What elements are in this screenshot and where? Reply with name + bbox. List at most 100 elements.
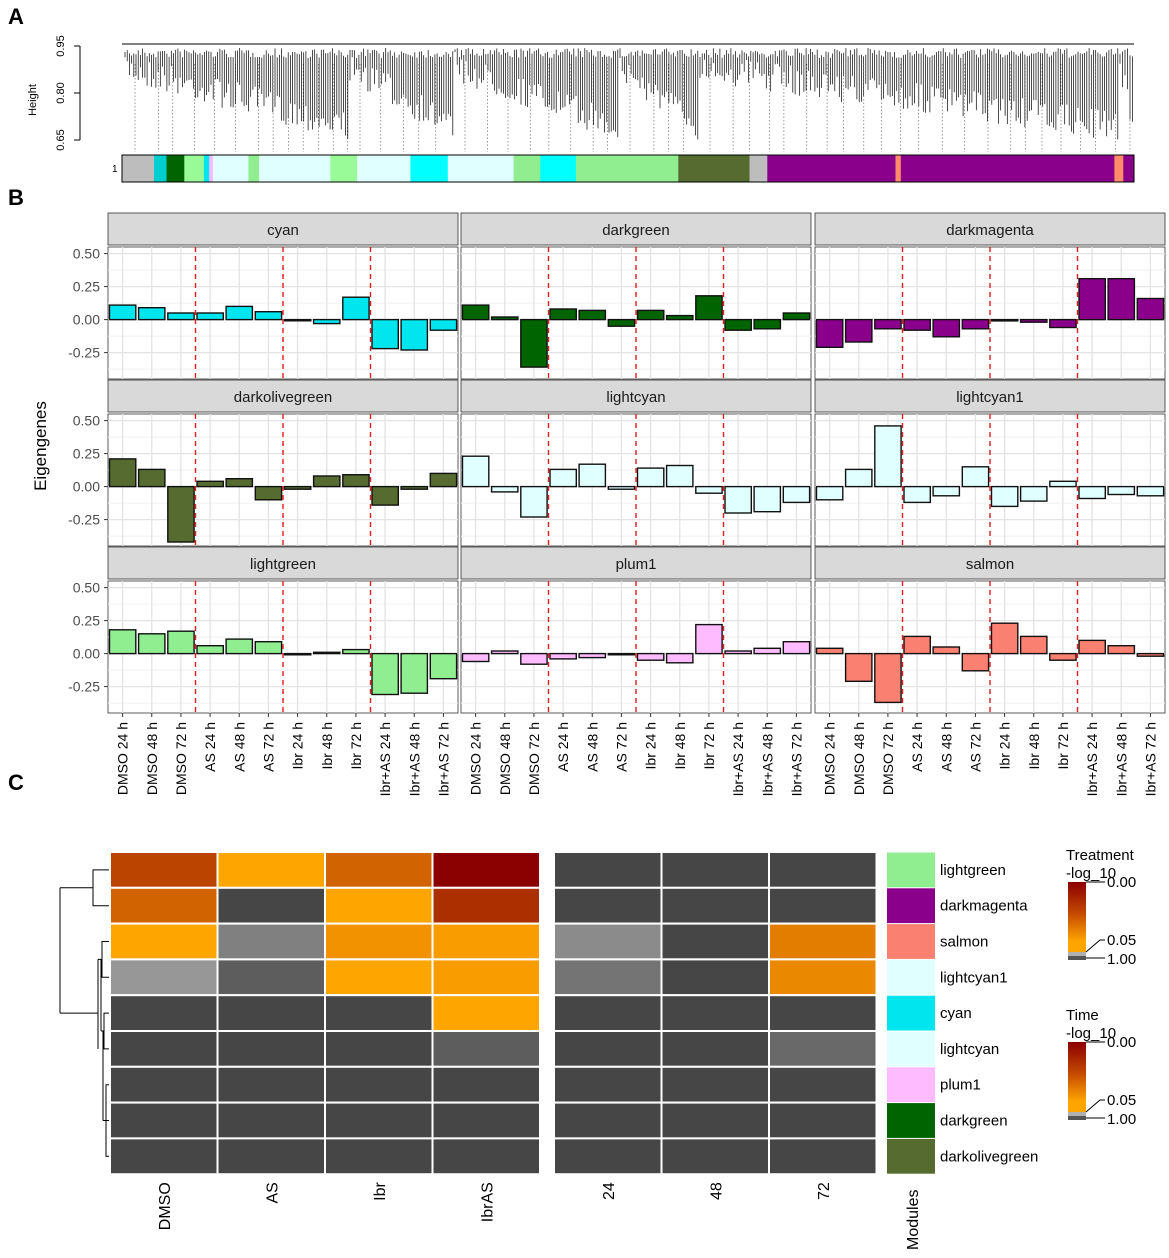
facet-strip — [107, 212, 459, 246]
dendrogram-tree — [122, 43, 1134, 152]
heatmap-cell-treatment — [324, 886, 434, 925]
x-tick-label: AS 72 h — [613, 722, 629, 772]
bar-darkolivegreen — [400, 485, 429, 490]
dendrogram-branches — [349, 48, 454, 136]
module-strip-segment — [513, 155, 541, 182]
bar-lightgreen — [108, 629, 137, 655]
heatmap-cell-treatment — [431, 922, 541, 961]
facet-salmon: salmon — [814, 546, 1166, 714]
x-tick-label: Ibr+AS 72 h — [1142, 722, 1158, 796]
bar-plum1 — [753, 647, 782, 655]
bar-lightcyan1 — [932, 485, 961, 497]
y-tick-label: 0.50 — [73, 413, 100, 429]
heatmap-cell-time — [660, 922, 770, 961]
bar-darkmagenta — [961, 318, 990, 330]
legend-tick — [1085, 939, 1105, 953]
module-swatch-label: lightcyan1 — [940, 969, 1008, 986]
bar-lightcyan — [578, 463, 607, 488]
heatmap-cell-time — [660, 1101, 770, 1140]
dendrogram-branches — [1119, 48, 1133, 122]
facet-darkgreen: darkgreen — [460, 212, 812, 380]
bar-salmon — [961, 652, 990, 672]
eigengene-x-axis-labels: DMSO 24 h DMSO 48 h DMSO 72 h AS 24 h AS 48 … — [115, 713, 1158, 796]
facet-title: plum1 — [616, 556, 657, 573]
heatmap-cell-time — [660, 851, 770, 889]
bar-plum1 — [578, 652, 607, 659]
bar-plum1 — [549, 652, 577, 660]
heatmap-cell-time — [553, 1137, 663, 1176]
facet-cyan: cyan -0.25 0.00 0.25 0.50 — [68, 212, 459, 380]
bar-darkolivegreen — [196, 480, 224, 488]
heatmap-cell-treatment — [109, 922, 219, 961]
dendrogram-branches — [619, 48, 699, 140]
x-tick-label: AS 24 h — [202, 722, 218, 772]
bar-darkolivegreen — [283, 485, 312, 490]
bar-darkolivegreen — [225, 478, 254, 488]
heatmap-cell-time — [553, 1065, 663, 1104]
legend-grey-light — [1068, 952, 1086, 956]
bar-lightcyan — [636, 467, 665, 488]
bar-darkmagenta — [815, 318, 844, 349]
heatmap-column-labels: DMSO AS Ibr IbrAS 24 48 72 — [157, 1182, 833, 1231]
module-strip-segment — [203, 155, 210, 182]
heatmap-cell-treatment — [324, 922, 434, 961]
bar-salmon — [874, 652, 902, 704]
heatmap-cell-time — [768, 922, 878, 961]
module-strip-segment — [540, 155, 577, 182]
module-strip-segment — [184, 155, 205, 182]
heatmap-cell-treatment — [431, 994, 541, 1033]
heatmap-cell-time — [768, 886, 878, 925]
legend-tick-label: 1.00 — [1107, 1111, 1136, 1128]
heatmap-row-dendrogram — [59, 869, 110, 1157]
legend-tick-label: 0.05 — [1107, 1092, 1136, 1109]
bar-lightcyan — [461, 455, 490, 488]
y-tick-label: 0.25 — [73, 279, 100, 295]
module-trait-heatmap: DMSO AS Ibr IbrAS 24 48 72 lightgreen darkmagen… — [59, 847, 1136, 1250]
heatmap-cell-treatment — [324, 1137, 434, 1176]
dendrogram-branches — [124, 48, 349, 139]
bar-plum1 — [520, 652, 548, 665]
bar-cyan — [342, 296, 370, 321]
heatmap-cell-treatment — [109, 886, 219, 925]
bar-lightcyan1 — [990, 485, 1019, 508]
module-swatch-label: salmon — [940, 934, 988, 951]
module-swatch-label: cyan — [940, 1005, 972, 1022]
heatmap-cell-time — [660, 886, 770, 925]
facet-strip — [107, 379, 459, 413]
heatmap-cell-treatment — [431, 958, 541, 997]
bar-lightgreen — [312, 651, 341, 655]
facet-strip — [814, 379, 1166, 413]
bar-salmon — [990, 622, 1019, 655]
heatmap-cell-treatment — [109, 851, 219, 889]
x-tick-label: Ibr 48 h — [672, 722, 688, 769]
heatmap-cell-treatment — [216, 958, 326, 997]
bar-lightcyan1 — [1078, 485, 1106, 500]
heatmap-cell-time — [768, 958, 878, 997]
module-strip-segment — [447, 155, 514, 182]
legend-subtitle: -log_10 — [1066, 865, 1116, 882]
bar-cyan — [312, 318, 341, 325]
x-tick-label: Ibr 48 h — [1026, 722, 1042, 769]
bar-lightgreen — [137, 633, 166, 655]
x-tick-label: AS 72 h — [260, 722, 276, 772]
dendrogram-branches — [454, 48, 619, 138]
bar-lightcyan — [607, 485, 636, 490]
bar-lightgreen — [254, 641, 283, 655]
bar-salmon — [903, 635, 931, 655]
x-tick-label: Ibr 24 h — [290, 722, 306, 769]
module-strip-segment — [749, 155, 768, 182]
bar-lightcyan — [753, 485, 782, 513]
heatmap-cell-treatment — [324, 994, 434, 1033]
heatmap-cell-treatment — [431, 1137, 541, 1176]
bar-darkgreen — [782, 312, 811, 321]
x-tick-label: Ibr+AS 24 h — [730, 722, 746, 796]
heatmap-cell-time — [553, 1030, 663, 1068]
module-swatch-label: darkmagenta — [940, 898, 1028, 915]
legend-color-bar — [1068, 882, 1086, 952]
module-strip-segment — [900, 155, 1115, 182]
y-tick-label: 0.00 — [73, 312, 100, 328]
x-tick-label: Ibr+AS 24 h — [1084, 722, 1100, 796]
bar-darkgreen — [695, 295, 723, 321]
facet-plum1: plum1 — [460, 546, 812, 714]
bar-lightgreen — [283, 652, 312, 656]
